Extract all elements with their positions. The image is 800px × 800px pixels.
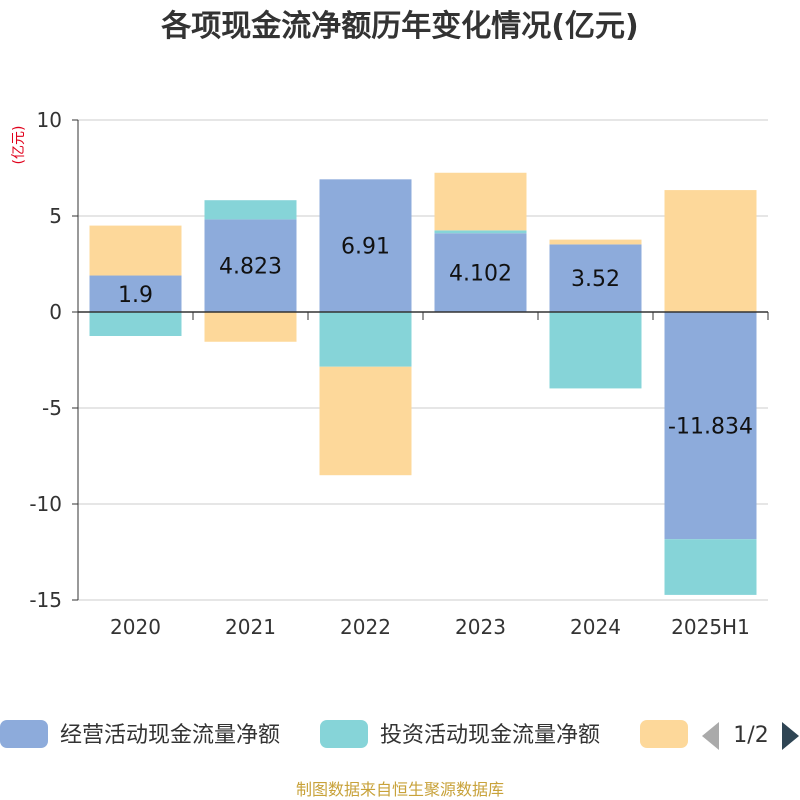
legend-next-icon[interactable]	[782, 722, 799, 750]
legend: 经营活动现金流量净额 投资活动现金流量净额 1/2	[0, 720, 799, 750]
bar-segment-1-2023	[434, 233, 527, 312]
legend-swatch	[320, 720, 368, 748]
bar-segment-3-2020	[89, 225, 182, 276]
bar-segment-1-2024	[549, 244, 642, 312]
bar-segment-2-2022	[319, 312, 412, 367]
y-tick-label: -10	[29, 492, 62, 516]
bar-segment-3-2025H1	[664, 190, 757, 312]
bar-segment-3-2021	[204, 312, 297, 342]
data-label: 6.91	[341, 235, 390, 260]
x-tick-label: 2025H1	[671, 615, 750, 639]
x-tick-label: 2021	[225, 615, 276, 639]
legend-label: 投资活动现金流量净额	[380, 723, 600, 748]
bar-segment-3-2022	[319, 366, 412, 476]
bar-segment-3-2024	[549, 239, 642, 245]
y-tick-label: -15	[29, 588, 62, 612]
y-tick-label: 10	[37, 108, 62, 132]
data-label: 4.102	[449, 262, 512, 287]
bar-segment-2-2023	[434, 230, 527, 234]
bar-segment-2-2021	[204, 200, 297, 220]
y-tick-label: 5	[49, 204, 62, 228]
x-tick-label: 2024	[570, 615, 621, 639]
bar-segment-1-2021	[204, 219, 297, 312]
grid-lines	[78, 119, 768, 601]
bars	[89, 172, 757, 595]
legend-item-1[interactable]: 经营活动现金流量净额	[0, 720, 280, 748]
legend-label: 经营活动现金流量净额	[60, 723, 280, 748]
y-axis-unit-label: (亿元)	[11, 126, 27, 165]
y-tick-label: 0	[49, 300, 62, 324]
bar-segment-1-2022	[319, 179, 412, 312]
data-labels: 1.9 4.823 6.91 4.102 3.52 -11.834	[118, 235, 753, 440]
legend-page-indicator: 1/2	[733, 723, 768, 748]
bar-segment-1-2020	[89, 275, 182, 312]
legend-item-2[interactable]: 投资活动现金流量净额	[320, 720, 600, 748]
bar-segment-1-2025H1	[664, 312, 757, 540]
axes: 10 5 0 -5 -10 -15 2020 2021 2022 2023 2024 2025H1	[29, 108, 769, 639]
bar-segment-2-2025H1	[664, 539, 757, 595]
chart-title: 各项现金流净额历年变化情况(亿元)	[160, 9, 638, 44]
legend-swatch	[640, 720, 688, 748]
x-tick-label: 2023	[455, 615, 506, 639]
data-label: 4.823	[219, 255, 282, 280]
legend-swatch	[0, 720, 48, 748]
x-tick-label: 2022	[340, 615, 391, 639]
data-label: 3.52	[571, 267, 620, 292]
data-label: 1.9	[118, 283, 153, 308]
bar-segment-3-2023	[434, 172, 527, 231]
legend-item-3[interactable]	[640, 720, 688, 748]
bar-segment-2-2020	[89, 312, 182, 336]
data-label: -11.834	[668, 415, 753, 440]
bar-segment-2-2024	[549, 312, 642, 389]
source-note: 制图数据来自恒生聚源数据库	[296, 780, 504, 799]
legend-prev-icon[interactable]	[702, 722, 719, 750]
y-tick-label: -5	[42, 396, 62, 420]
x-tick-label: 2020	[110, 615, 161, 639]
